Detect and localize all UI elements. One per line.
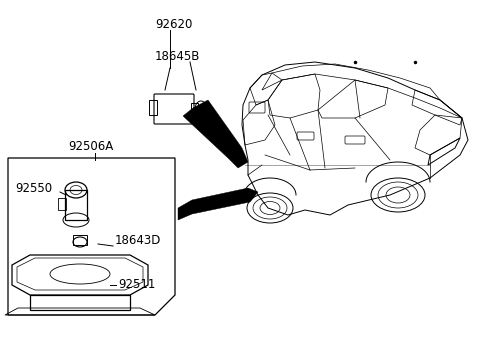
Text: 18643D: 18643D (115, 234, 161, 247)
Polygon shape (178, 188, 258, 220)
Text: 92506A: 92506A (68, 140, 113, 153)
Bar (149, 100, 157, 115)
Bar (58, 198, 66, 210)
Text: 92511: 92511 (118, 278, 156, 291)
Polygon shape (183, 100, 248, 168)
Bar (73, 235, 87, 245)
Text: 92620: 92620 (155, 18, 192, 31)
Text: 92550: 92550 (15, 182, 52, 195)
Bar (65, 190, 87, 220)
Bar (191, 103, 198, 115)
Text: 18645B: 18645B (155, 50, 200, 63)
